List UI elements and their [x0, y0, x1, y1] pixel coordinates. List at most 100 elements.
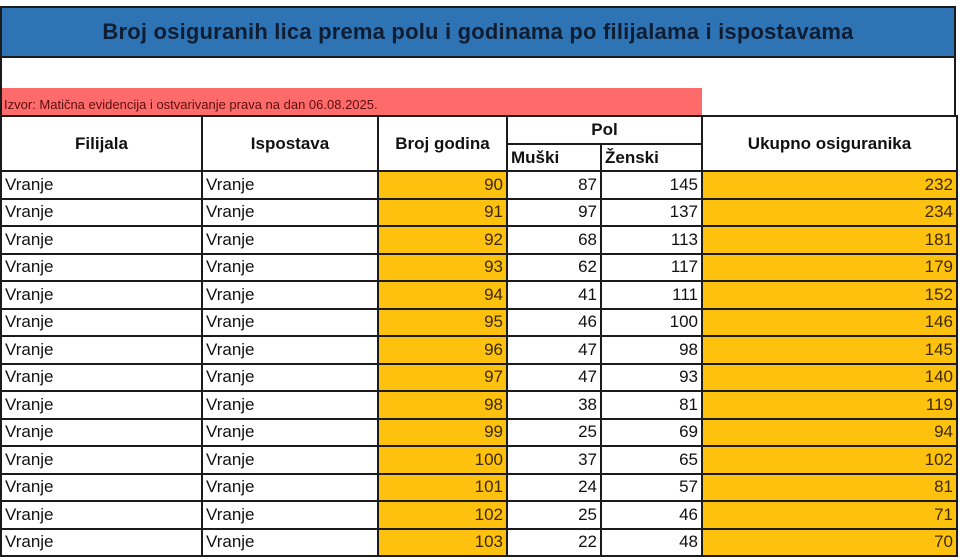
cell-muski: 68: [506, 225, 602, 255]
cell-muski: 25: [506, 500, 602, 530]
table-body: Vranje Vranje 90 87 145 232 Vranje Vranje 91 97 13…: [0, 170, 959, 557]
cell-godina: 93: [377, 252, 508, 282]
header-pol: Pol: [505, 115, 704, 145]
cell-zenski: 81: [599, 390, 704, 420]
cell-ukupno: 81: [701, 472, 959, 502]
insured-table: Filijala Ispostava Broj godina Pol Ukupn…: [0, 115, 959, 557]
header-broj-godina: Broj godina: [377, 115, 508, 172]
table-row: Vranje Vranje 101 24 57 81: [0, 472, 959, 502]
header-muski: Muški: [506, 143, 602, 172]
cell-godina: 98: [377, 390, 508, 420]
table-row: Vranje Vranje 91 97 137 234: [0, 197, 959, 227]
header-filijala: Filijala: [0, 115, 203, 172]
cell-filijala: Vranje: [0, 170, 203, 200]
cell-ukupno: 232: [701, 170, 959, 200]
cell-filijala: Vranje: [0, 390, 203, 420]
cell-filijala: Vranje: [0, 280, 203, 310]
cell-godina: 97: [377, 362, 508, 392]
cell-muski: 37: [506, 445, 602, 475]
cell-ukupno: 140: [701, 362, 959, 392]
cell-zenski: 100: [599, 307, 704, 337]
cell-ispostava: Vranje: [201, 252, 379, 282]
cell-filijala: Vranje: [0, 445, 203, 475]
cell-muski: 22: [506, 527, 602, 557]
cell-godina: 101: [377, 472, 508, 502]
cell-filijala: Vranje: [0, 500, 203, 530]
cell-filijala: Vranje: [0, 197, 203, 227]
cell-muski: 38: [506, 390, 602, 420]
cell-filijala: Vranje: [0, 472, 203, 502]
cell-ispostava: Vranje: [201, 417, 379, 447]
cell-filijala: Vranje: [0, 225, 203, 255]
cell-ukupno: 146: [701, 307, 959, 337]
cell-muski: 47: [506, 335, 602, 365]
cell-ukupno: 179: [701, 252, 959, 282]
cell-muski: 62: [506, 252, 602, 282]
cell-zenski: 117: [599, 252, 704, 282]
source-text: Izvor: Matična evidencija i ostvarivanje…: [4, 97, 378, 112]
cell-ispostava: Vranje: [201, 307, 379, 337]
cell-zenski: 57: [599, 472, 704, 502]
cell-zenski: 113: [599, 225, 704, 255]
cell-muski: 46: [506, 307, 602, 337]
cell-zenski: 137: [599, 197, 704, 227]
blank-row: [0, 58, 956, 88]
cell-filijala: Vranje: [0, 417, 203, 447]
cell-zenski: 98: [599, 335, 704, 365]
cell-filijala: Vranje: [0, 335, 203, 365]
cell-zenski: 111: [599, 280, 704, 310]
cell-ukupno: 102: [701, 445, 959, 475]
cell-ispostava: Vranje: [201, 390, 379, 420]
cell-ispostava: Vranje: [201, 500, 379, 530]
table-row: Vranje Vranje 94 41 111 152: [0, 280, 959, 310]
cell-muski: 24: [506, 472, 602, 502]
cell-zenski: 69: [599, 417, 704, 447]
cell-ispostava: Vranje: [201, 170, 379, 200]
header-zenski: Ženski: [599, 143, 704, 172]
cell-ukupno: 94: [701, 417, 959, 447]
cell-filijala: Vranje: [0, 527, 203, 557]
table-row: Vranje Vranje 98 38 81 119: [0, 390, 959, 420]
cell-ispostava: Vranje: [201, 197, 379, 227]
cell-godina: 94: [377, 280, 508, 310]
cell-godina: 90: [377, 170, 508, 200]
cell-muski: 97: [506, 197, 602, 227]
cell-ispostava: Vranje: [201, 527, 379, 557]
cell-ukupno: 152: [701, 280, 959, 310]
cell-muski: 25: [506, 417, 602, 447]
cell-ispostava: Vranje: [201, 335, 379, 365]
cell-godina: 92: [377, 225, 508, 255]
table-row: Vranje Vranje 103 22 48 70: [0, 527, 959, 557]
cell-ispostava: Vranje: [201, 362, 379, 392]
table-row: Vranje Vranje 99 25 69 94: [0, 417, 959, 447]
cell-ukupno: 70: [701, 527, 959, 557]
cell-godina: 102: [377, 500, 508, 530]
cell-ukupno: 119: [701, 390, 959, 420]
cell-ispostava: Vranje: [201, 445, 379, 475]
cell-filijala: Vranje: [0, 252, 203, 282]
cell-ukupno: 71: [701, 500, 959, 530]
table-row: Vranje Vranje 95 46 100 146: [0, 307, 959, 337]
header-ispostava: Ispostava: [201, 115, 379, 172]
cell-godina: 103: [377, 527, 508, 557]
cell-filijala: Vranje: [0, 307, 203, 337]
table-row: Vranje Vranje 102 25 46 71: [0, 500, 959, 530]
source-note: Izvor: Matična evidencija i ostvarivanje…: [2, 88, 702, 115]
cell-ukupno: 181: [701, 225, 959, 255]
header-ukupno: Ukupno osiguranika: [701, 115, 959, 172]
table-row: Vranje Vranje 96 47 98 145: [0, 335, 959, 365]
cell-filijala: Vranje: [0, 362, 203, 392]
cell-ispostava: Vranje: [201, 472, 379, 502]
cell-godina: 96: [377, 335, 508, 365]
cell-zenski: 93: [599, 362, 704, 392]
cell-ispostava: Vranje: [201, 225, 379, 255]
cell-zenski: 46: [599, 500, 704, 530]
cell-ispostava: Vranje: [201, 280, 379, 310]
source-row: Izvor: Matična evidencija i ostvarivanje…: [0, 88, 956, 115]
cell-zenski: 48: [599, 527, 704, 557]
cell-godina: 95: [377, 307, 508, 337]
table-row: Vranje Vranje 97 47 93 140: [0, 362, 959, 392]
cell-zenski: 145: [599, 170, 704, 200]
table-row: Vranje Vranje 100 37 65 102: [0, 445, 959, 475]
cell-muski: 41: [506, 280, 602, 310]
